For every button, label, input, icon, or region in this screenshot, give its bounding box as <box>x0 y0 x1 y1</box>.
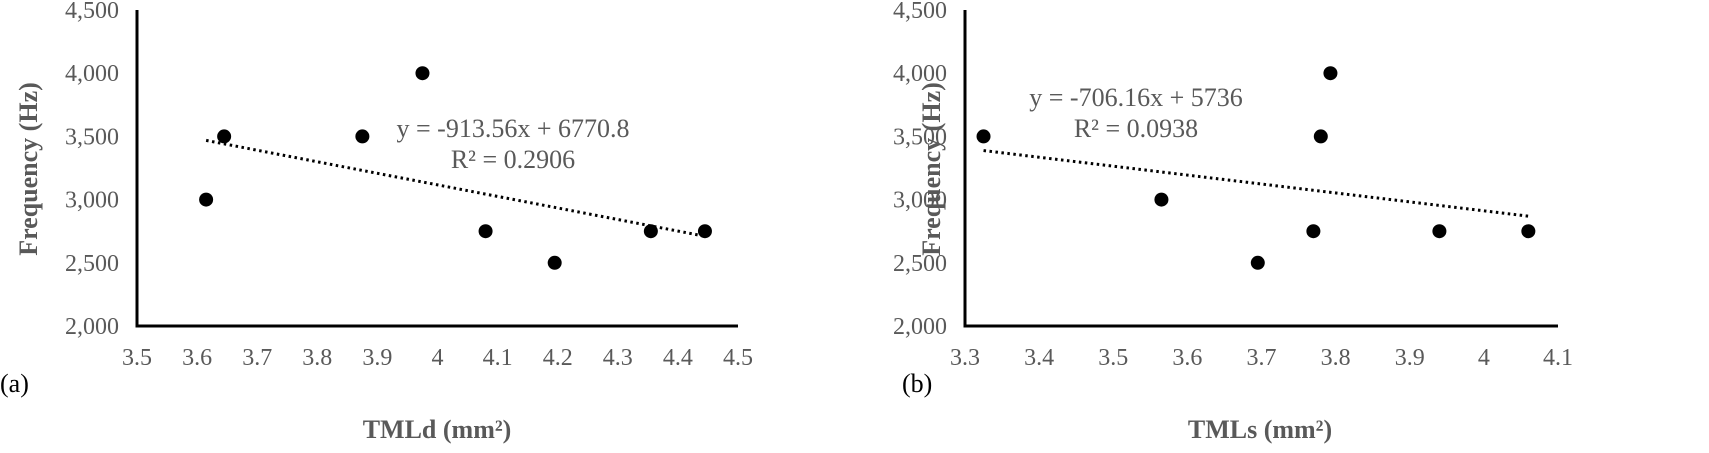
data-point-a <box>643 224 658 239</box>
data-point-a <box>355 129 370 144</box>
y-tick-label-b: 4,500 <box>893 0 947 24</box>
y-tick-label-b: 3,500 <box>893 124 947 150</box>
y-tick-label-a: 3,500 <box>65 124 119 150</box>
data-point-a <box>415 66 430 81</box>
y-tick-label-a: 2,500 <box>65 251 119 277</box>
x-tick-label-a: 3.7 <box>242 345 272 371</box>
x-tick-label-a: 4.1 <box>483 345 513 371</box>
scatter-panel-a: (a) TMLd (mm²) Frequency (Hz) y = -913.5… <box>0 0 753 444</box>
data-point-b <box>1521 224 1536 239</box>
x-tick-label-b: 3.7 <box>1247 345 1277 371</box>
y-tick-label-a: 4,500 <box>65 0 119 24</box>
data-point-b <box>1313 129 1328 144</box>
y-tick-label-b: 3,000 <box>893 188 947 214</box>
data-point-b <box>1250 255 1265 270</box>
data-point-b <box>1154 192 1169 207</box>
trendline-equation-a: y = -913.56x + 6770.8 <box>397 114 630 143</box>
y-tick-label-a: 4,000 <box>65 61 119 87</box>
r-squared-label-a: R² = 0.2906 <box>451 145 575 174</box>
y-axis-title-b: Frequency (Hz) <box>917 82 946 256</box>
data-point-a <box>217 129 232 144</box>
x-tick-label-b: 3.9 <box>1395 345 1425 371</box>
x-tick-label-a: 4.4 <box>663 345 693 371</box>
x-tick-label-a: 4 <box>432 345 444 371</box>
x-tick-label-b: 3.4 <box>1024 345 1054 371</box>
x-axis-title-a: TMLd (mm²) <box>363 415 512 444</box>
x-tick-label-a: 4.3 <box>603 345 633 371</box>
y-tick-label-b: 2,500 <box>893 251 947 277</box>
x-tick-label-b: 3.3 <box>950 345 980 371</box>
x-tick-label-b: 3.5 <box>1098 345 1128 371</box>
data-point-b <box>976 129 991 144</box>
x-tick-label-b: 4 <box>1478 345 1490 371</box>
x-tick-label-a: 3.9 <box>362 345 392 371</box>
x-tick-label-a: 4.2 <box>543 345 573 371</box>
y-axis-title-a: Frequency (Hz) <box>14 82 43 256</box>
data-point-a <box>199 192 214 207</box>
x-tick-label-b: 4.1 <box>1543 345 1573 371</box>
x-axis-title-b: TMLs (mm²) <box>1188 415 1332 444</box>
x-tick-label-a: 4.5 <box>723 345 753 371</box>
x-tick-label-b: 3.8 <box>1321 345 1351 371</box>
data-point-a <box>478 224 493 239</box>
y-tick-label-b: 4,000 <box>893 61 947 87</box>
x-tick-label-a: 3.8 <box>302 345 332 371</box>
y-tick-label-a: 3,000 <box>65 188 119 214</box>
x-tick-label-a: 3.6 <box>182 345 212 371</box>
x-tick-label-a: 3.5 <box>122 345 152 371</box>
data-point-b <box>1432 224 1447 239</box>
data-point-b <box>1323 66 1338 81</box>
r-squared-label-b: R² = 0.0938 <box>1074 114 1198 143</box>
panel-label-a: (a) <box>0 369 29 398</box>
y-tick-label-a: 2,000 <box>65 314 119 340</box>
trendline-a <box>205 138 706 238</box>
panel-label-b: (b) <box>902 369 932 398</box>
data-point-a <box>697 224 712 239</box>
trendline-b <box>983 149 1529 218</box>
scatter-panel-b: (b) TMLs (mm²) Frequency (Hz) y = -706.1… <box>893 0 1573 444</box>
data-point-a <box>547 255 562 270</box>
data-point-b <box>1306 224 1321 239</box>
x-tick-label-b: 3.6 <box>1172 345 1202 371</box>
y-tick-label-b: 2,000 <box>893 314 947 340</box>
trendline-equation-b: y = -706.16x + 5736 <box>1029 83 1242 112</box>
